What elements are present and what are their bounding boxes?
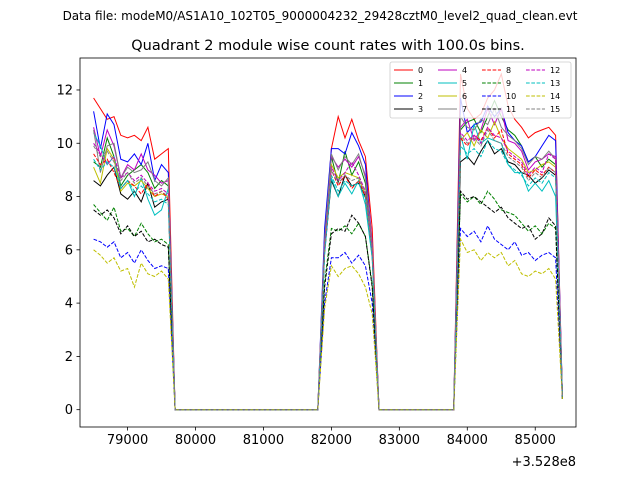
x-tick-label: 83000 [379, 433, 420, 448]
y-tick-label: 6 [65, 243, 73, 258]
x-tick-label: 81000 [243, 433, 284, 448]
legend-label-11: 11 [506, 105, 516, 114]
legend-label-12: 12 [550, 66, 560, 75]
series-line-1 [93, 99, 563, 411]
series-line-12 [93, 126, 563, 411]
legend-label-9: 9 [506, 79, 511, 88]
legend-label-6: 6 [462, 92, 467, 101]
legend-label-0: 0 [418, 66, 423, 75]
y-tick-label: 4 [65, 297, 73, 312]
series-line-8 [93, 126, 563, 411]
series-line-7 [93, 107, 563, 411]
series-line-10 [93, 224, 563, 411]
series-line-9 [93, 190, 563, 411]
legend-label-13: 13 [550, 79, 560, 88]
y-tick-label: 10 [56, 137, 73, 152]
series-line-3 [93, 139, 563, 411]
legend-label-3: 3 [418, 105, 423, 114]
x-axis-offset-label: +3.528e8 [512, 455, 576, 470]
x-tick-label: 80000 [175, 433, 216, 448]
series-line-11 [93, 189, 563, 411]
y-tick-label: 0 [65, 403, 73, 418]
legend-label-8: 8 [506, 66, 511, 75]
x-tick-label: 82000 [311, 433, 352, 448]
legend-label-4: 4 [462, 66, 467, 75]
legend-label-5: 5 [462, 79, 467, 88]
y-tick-label: 8 [65, 190, 73, 205]
series-line-15 [93, 128, 563, 411]
x-tick-label: 84000 [447, 433, 488, 448]
axes-frame [79, 57, 577, 428]
y-tick-label: 12 [56, 83, 73, 98]
legend-label-7: 7 [462, 105, 467, 114]
legend-label-2: 2 [418, 92, 423, 101]
x-tick-label: 79000 [107, 433, 148, 448]
legend-label-10: 10 [506, 92, 516, 101]
chart-title: Quadrant 2 module wise count rates with … [131, 38, 525, 54]
legend-label-1: 1 [418, 79, 423, 88]
chart-suptitle: Data file: modeM0/AS1A10_102T05_90000042… [63, 9, 578, 23]
legend-label-14: 14 [550, 92, 560, 101]
plot-area: 79000 80000 81000 82000 83000 84000 85000 0 2 4 6 8… [56, 57, 577, 448]
x-tick-label: 85000 [515, 433, 556, 448]
legend-box [389, 61, 572, 119]
legend-label-15: 15 [550, 105, 560, 114]
series-line-13 [93, 139, 563, 411]
series-line-14 [93, 237, 563, 411]
y-tick-label: 2 [65, 350, 73, 365]
